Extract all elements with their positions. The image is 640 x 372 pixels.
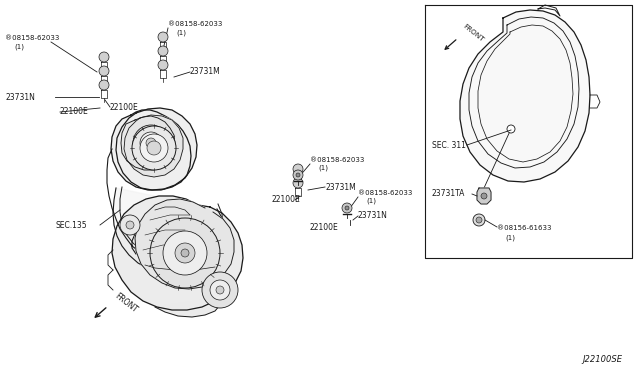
Text: 23731N: 23731N <box>358 212 388 221</box>
Text: 22100E: 22100E <box>110 103 139 112</box>
Text: FRONT: FRONT <box>113 291 139 315</box>
Circle shape <box>175 243 195 263</box>
Text: 23731M: 23731M <box>190 67 221 77</box>
Circle shape <box>507 125 515 133</box>
Text: (1): (1) <box>366 198 376 204</box>
Circle shape <box>293 170 303 180</box>
Text: 22100E: 22100E <box>60 108 89 116</box>
Circle shape <box>481 193 487 199</box>
Polygon shape <box>121 116 175 170</box>
Circle shape <box>293 164 303 174</box>
Text: ®08158-62033: ®08158-62033 <box>168 21 222 27</box>
Circle shape <box>210 280 230 300</box>
Circle shape <box>126 221 134 229</box>
Circle shape <box>293 178 303 188</box>
Polygon shape <box>112 196 243 310</box>
Circle shape <box>140 134 168 162</box>
Text: ®08158-62033: ®08158-62033 <box>358 190 412 196</box>
Circle shape <box>99 66 109 76</box>
Text: 23731TA: 23731TA <box>432 189 465 199</box>
Circle shape <box>158 60 168 70</box>
Circle shape <box>99 52 109 62</box>
Circle shape <box>146 138 156 148</box>
Text: ®08158-62033: ®08158-62033 <box>310 157 364 163</box>
Circle shape <box>342 203 352 213</box>
Text: SEC. 311: SEC. 311 <box>432 141 466 150</box>
Polygon shape <box>155 298 220 317</box>
Circle shape <box>133 125 169 161</box>
Polygon shape <box>135 199 234 289</box>
Circle shape <box>181 249 189 257</box>
Polygon shape <box>111 110 191 190</box>
Text: ®08156-61633: ®08156-61633 <box>497 225 552 231</box>
Circle shape <box>120 215 140 235</box>
Polygon shape <box>113 188 224 274</box>
Circle shape <box>473 214 485 226</box>
Text: SEC.135: SEC.135 <box>55 221 86 230</box>
Polygon shape <box>477 188 491 204</box>
Circle shape <box>296 173 300 177</box>
Text: (1): (1) <box>318 165 328 171</box>
Circle shape <box>158 32 168 42</box>
Polygon shape <box>460 10 590 182</box>
Circle shape <box>158 46 168 56</box>
Polygon shape <box>116 108 197 190</box>
Text: FRONT: FRONT <box>462 23 485 43</box>
Text: 23731M: 23731M <box>325 183 356 192</box>
Circle shape <box>132 126 176 170</box>
Circle shape <box>140 132 162 154</box>
Polygon shape <box>124 115 183 177</box>
Circle shape <box>163 231 207 275</box>
Circle shape <box>99 80 109 90</box>
Text: J22100SE: J22100SE <box>582 356 622 365</box>
Text: 22100E: 22100E <box>310 224 339 232</box>
Circle shape <box>147 141 161 155</box>
Text: 22100E: 22100E <box>272 196 301 205</box>
Text: ®08158-62033: ®08158-62033 <box>5 35 60 41</box>
Text: (1): (1) <box>505 235 515 241</box>
Circle shape <box>150 218 220 288</box>
Text: (1): (1) <box>14 44 24 50</box>
Text: 23731N: 23731N <box>5 93 35 102</box>
Circle shape <box>476 217 482 223</box>
Circle shape <box>345 206 349 210</box>
Text: (1): (1) <box>176 30 186 36</box>
Circle shape <box>202 272 238 308</box>
Circle shape <box>216 286 224 294</box>
